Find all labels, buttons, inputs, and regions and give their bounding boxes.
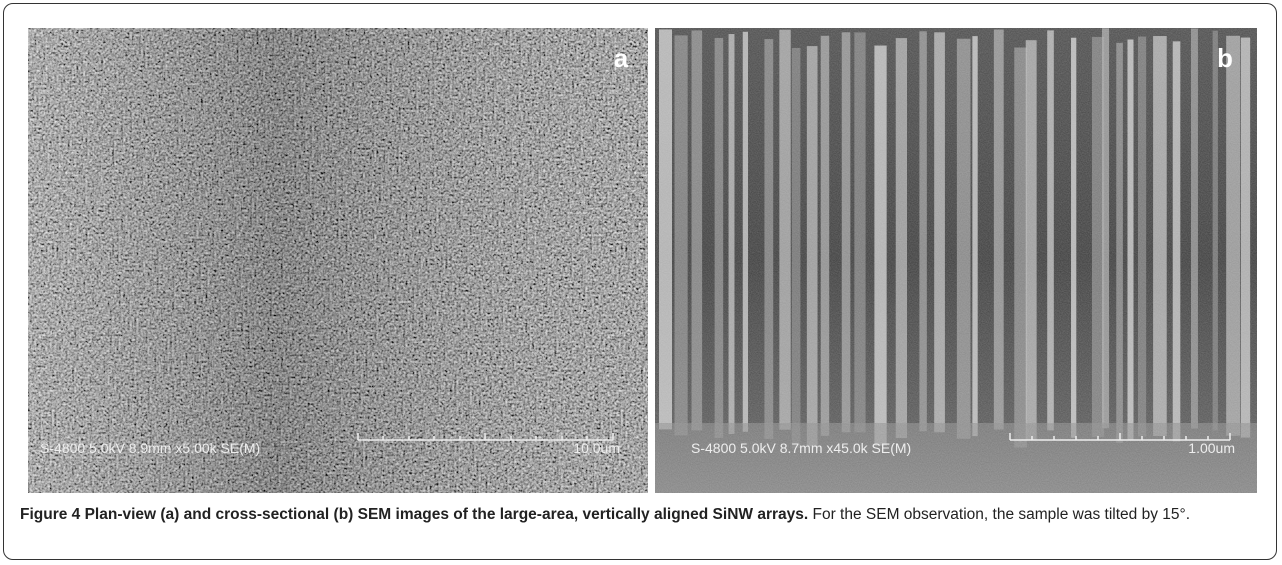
page: a S-4800 5.0kV 8.9mm x5.00k SE(M) 10.0um… [0, 0, 1282, 565]
caption-text: For the SEM observation, the sample was … [812, 506, 1190, 523]
sem-texture [655, 28, 1257, 493]
sem-info: S-4800 5.0kV 8.9mm x5.00k SE(M) [40, 440, 260, 456]
scale-label: 10.0um [573, 440, 620, 456]
panel-label: a [614, 43, 629, 73]
caption-title: Figure 4 Plan-view (a) and cross-section… [20, 506, 808, 523]
sem-info: S-4800 5.0kV 8.7mm x45.0k SE(M) [691, 440, 911, 456]
panel-label: b [1217, 43, 1233, 73]
sem-image-b: b S-4800 5.0kV 8.7mm x45.0k SE(M) 1.00um [655, 28, 1257, 493]
sem-shade [28, 28, 648, 493]
caption: Figure 4 Plan-view (a) and cross-section… [20, 502, 1264, 527]
sem-image-a: a S-4800 5.0kV 8.9mm x5.00k SE(M) 10.0um [28, 28, 648, 493]
scale-label: 1.00um [1188, 440, 1235, 456]
